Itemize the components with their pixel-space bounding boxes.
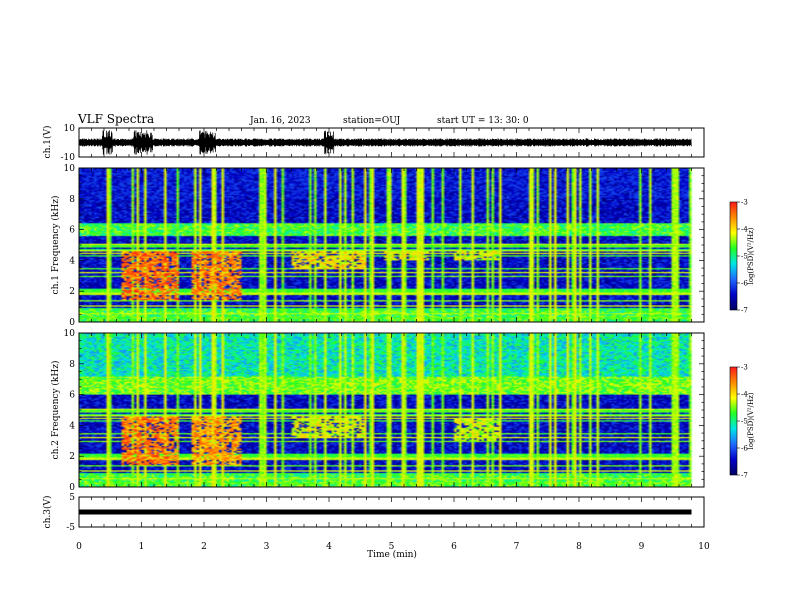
x-tick-label: 8 xyxy=(576,542,582,552)
ch1-colorbar-tick-label: -5 xyxy=(741,253,748,261)
ch1-waveform-y-tick-label: 10 xyxy=(64,124,76,134)
ch3-waveform-trace xyxy=(79,509,692,515)
ch2-y-tick-label: 0 xyxy=(69,483,75,493)
ch2-colorbar-tick-label: -3 xyxy=(741,364,748,372)
ch1-waveform-trace xyxy=(78,130,692,155)
ch2-spectrogram-image xyxy=(79,333,704,487)
ch1-y-tick-label: 8 xyxy=(69,195,75,205)
ch1-colorbar-tick-label: -6 xyxy=(741,280,748,288)
ch3-waveform-ylabel: ch.3(V) xyxy=(42,496,53,529)
ch1-spectrogram-ylabel: ch.1 Frequency (kHz) xyxy=(50,196,61,295)
x-tick-label: 6 xyxy=(451,542,457,552)
ch2-colorbar-label: log(PSD)(V²/Hz) xyxy=(747,392,755,449)
ch1-y-tick-label: 0 xyxy=(69,318,75,328)
x-tick-label: 7 xyxy=(514,542,520,552)
ch2-y-tick-label: 6 xyxy=(69,391,75,401)
ch1-colorbar-label: log(PSD)(V²/Hz) xyxy=(747,227,755,284)
ch1-waveform-y-tick-label: -10 xyxy=(61,153,76,163)
ch1-colorbar-tick-label: -3 xyxy=(741,199,748,207)
x-tick-label: 5 xyxy=(389,542,395,552)
ch1-y-tick-label: 2 xyxy=(69,287,75,297)
x-tick-label: 1 xyxy=(139,542,145,552)
ch1-spectrogram-image xyxy=(79,168,704,322)
ch1-waveform-ylabel: ch.1(V) xyxy=(42,126,53,159)
ch3-waveform-y-tick-label: 5 xyxy=(69,493,75,503)
ch1-colorbar xyxy=(729,201,738,311)
ch1-y-tick-label: 4 xyxy=(69,256,75,266)
ch2-colorbar-tick-label: -7 xyxy=(741,472,748,480)
x-axis-label: Time (min) xyxy=(367,549,417,560)
ch1-colorbar-tick-label: -4 xyxy=(741,226,748,234)
ch1-colorbar-tick-label: -7 xyxy=(741,307,748,315)
date-label: Jan. 16, 2023 xyxy=(249,116,311,126)
ch2-y-tick-label: 8 xyxy=(69,360,75,370)
ch3-waveform-y-tick-label: -5 xyxy=(66,523,75,533)
ch2-colorbar-tick-label: -4 xyxy=(741,391,748,399)
figure-title: VLF Spectra xyxy=(77,112,154,126)
station-label: station=OUJ xyxy=(343,116,401,126)
ch2-y-tick-label: 4 xyxy=(69,421,75,431)
ch2-colorbar xyxy=(729,366,738,476)
ch2-y-tick-label: 2 xyxy=(69,452,75,462)
x-tick-label: 2 xyxy=(201,542,207,552)
start-time-label: start UT = 13: 30: 0 xyxy=(437,116,529,126)
ch1-y-tick-label: 10 xyxy=(64,164,76,174)
ch2-colorbar-tick-label: -5 xyxy=(741,418,748,426)
ch2-y-tick-label: 10 xyxy=(64,329,76,339)
x-tick-label: 4 xyxy=(326,542,332,552)
ch2-spectrogram-ylabel: ch.2 Frequency (kHz) xyxy=(50,361,61,460)
ch1-y-tick-label: 6 xyxy=(69,226,75,236)
ch2-colorbar-tick-label: -6 xyxy=(741,445,748,453)
x-tick-label: 10 xyxy=(698,542,710,552)
x-tick-label: 0 xyxy=(76,542,82,552)
x-tick-label: 3 xyxy=(264,542,270,552)
x-tick-label: 9 xyxy=(639,542,645,552)
